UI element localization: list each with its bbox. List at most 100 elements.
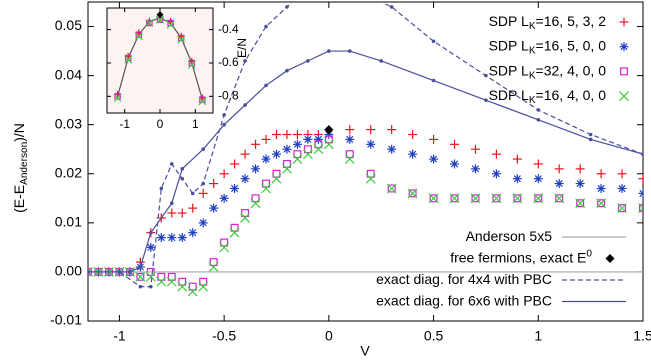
data-point xyxy=(429,134,439,144)
marker-stroke xyxy=(386,183,397,194)
label-part: =16, 5, 3, 2 xyxy=(536,13,607,29)
marker-shape xyxy=(389,5,394,9)
marker-shape xyxy=(136,272,145,281)
data-point xyxy=(596,198,607,209)
marker-stroke xyxy=(471,165,480,173)
data-point xyxy=(166,276,177,287)
marker-stroke xyxy=(639,189,643,195)
marker-stroke xyxy=(271,173,282,184)
data-point xyxy=(491,169,501,179)
data-point xyxy=(554,179,564,189)
marker-stroke xyxy=(302,149,313,160)
marker-shape xyxy=(138,265,143,269)
marker-stroke xyxy=(262,155,270,163)
data-point xyxy=(124,54,132,62)
marker-shape xyxy=(209,258,218,267)
marker-shape xyxy=(149,230,153,235)
label: exact diag. for 6x6 with PBC xyxy=(376,292,552,308)
marker-stroke xyxy=(292,154,303,164)
data-point xyxy=(484,73,488,78)
marker-shape xyxy=(588,137,593,142)
marker-shape xyxy=(201,181,205,186)
data-point xyxy=(124,55,133,64)
data-point xyxy=(145,271,156,282)
legend-entry: SDP LK=16, 5, 0, 0 xyxy=(489,37,629,56)
marker-stroke xyxy=(555,180,563,188)
data-point xyxy=(313,144,324,155)
marker-shape xyxy=(345,150,354,159)
data-point xyxy=(554,193,565,204)
marker-shape xyxy=(314,140,323,149)
data-point xyxy=(180,176,185,181)
marker-shape xyxy=(588,132,593,137)
data-point xyxy=(222,122,226,127)
data-point xyxy=(512,174,522,184)
label-part: =32, 4, 0, 0 xyxy=(536,62,607,78)
data-point xyxy=(201,147,205,152)
data-point xyxy=(292,130,302,140)
data-point xyxy=(387,144,397,154)
data-point xyxy=(638,174,643,184)
marker-stroke xyxy=(88,271,93,277)
data-point xyxy=(156,15,164,24)
marker-shape xyxy=(178,277,187,286)
marker-shape xyxy=(450,194,459,203)
label: exact diag. for 4x4 with PBC xyxy=(376,271,552,287)
marker-shape xyxy=(347,49,352,53)
data-point xyxy=(408,149,418,159)
label-part: )/N xyxy=(11,123,27,142)
data-point xyxy=(282,130,292,140)
data-point xyxy=(324,135,333,144)
marker-shape xyxy=(408,189,417,198)
marker-shape xyxy=(199,96,206,103)
marker-stroke xyxy=(449,193,460,204)
data-point xyxy=(243,59,247,63)
marker-stroke xyxy=(166,276,177,287)
marker-stroke xyxy=(619,91,629,102)
data-point xyxy=(190,191,195,196)
marker-stroke xyxy=(113,94,122,102)
y-tick-label: 0.02 xyxy=(55,164,82,180)
data-point xyxy=(554,164,564,174)
data-point xyxy=(513,194,522,203)
data-point xyxy=(167,19,174,27)
data-point xyxy=(220,238,229,247)
marker-stroke xyxy=(283,145,291,153)
marker-stroke xyxy=(596,198,607,209)
marker-shape xyxy=(293,150,302,159)
marker-shape xyxy=(222,122,226,127)
data-point xyxy=(198,188,208,198)
data-point xyxy=(262,179,270,188)
label-part: =16, 4, 0, 0 xyxy=(536,87,607,103)
data-point xyxy=(327,49,331,53)
data-point xyxy=(156,11,164,19)
data-point xyxy=(209,203,219,213)
marker-shape xyxy=(169,201,174,206)
marker-stroke xyxy=(388,145,396,153)
marker-stroke xyxy=(533,193,544,204)
marker-shape xyxy=(536,108,541,112)
data-point xyxy=(177,34,185,42)
label-part: Anderson xyxy=(19,142,30,185)
data-point xyxy=(534,194,543,203)
data-point xyxy=(575,164,585,174)
marker-shape xyxy=(128,270,132,274)
data-point xyxy=(285,5,289,9)
marker-stroke xyxy=(554,193,565,204)
marker-stroke xyxy=(617,203,627,214)
data-point xyxy=(292,154,303,164)
data-point xyxy=(241,209,250,218)
data-point xyxy=(188,59,196,67)
data-point xyxy=(187,286,198,297)
marker-stroke xyxy=(534,175,542,183)
marker-shape xyxy=(264,83,268,88)
data-point xyxy=(264,83,268,88)
marker-shape xyxy=(484,73,488,78)
x-axis-label: V xyxy=(360,343,370,359)
label-part: SDP L xyxy=(489,13,529,29)
x-tick-label: 0 xyxy=(325,328,333,344)
marker-stroke xyxy=(187,286,198,297)
data-point xyxy=(177,233,187,243)
data-point xyxy=(618,204,627,213)
data-point xyxy=(282,159,291,168)
